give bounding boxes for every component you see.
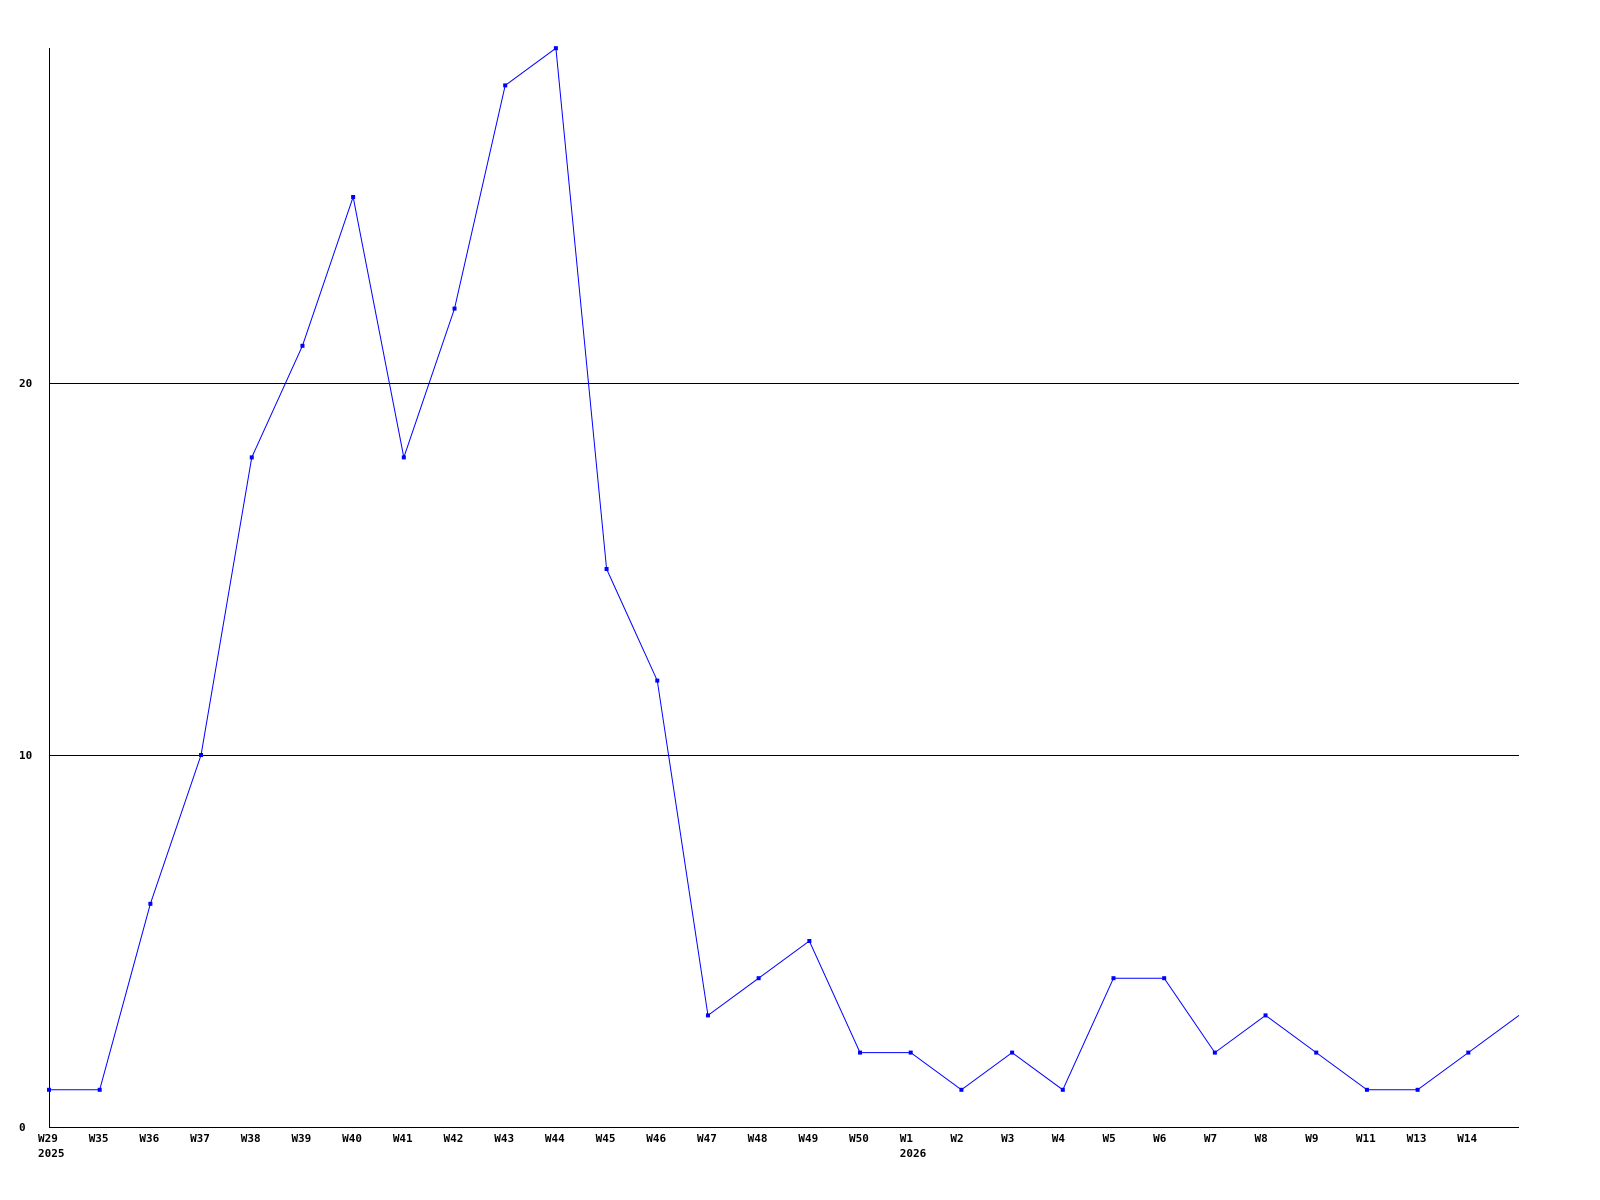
data-point: [553, 46, 558, 51]
data-point: [655, 678, 660, 683]
data-point: [249, 455, 254, 460]
data-point: [858, 1050, 863, 1055]
x-tick-label: W40: [342, 1132, 362, 1145]
x-tick-label: W4: [1052, 1132, 1066, 1145]
data-point: [1314, 1050, 1319, 1055]
data-point: [47, 1087, 51, 1092]
y-tick-label: 20: [19, 377, 32, 390]
x-tick-label: W6: [1153, 1132, 1167, 1145]
data-point: [300, 343, 305, 348]
data-point: [452, 306, 457, 311]
x-tick-label: W38: [241, 1132, 261, 1145]
x-tick-label: W35: [89, 1132, 109, 1145]
series-line: [49, 47, 1520, 1091]
x-tick-label: W1: [900, 1132, 914, 1145]
data-point: [1111, 976, 1116, 981]
x-tick-label: W37: [190, 1132, 210, 1145]
year-label: 2026: [900, 1147, 927, 1160]
x-tick-label: W49: [798, 1132, 818, 1145]
x-tick-label: W50: [849, 1132, 869, 1145]
x-tick-label: W2: [950, 1132, 963, 1145]
x-tick-label: W42: [444, 1132, 464, 1145]
data-point: [1010, 1050, 1015, 1055]
data-point: [401, 455, 406, 460]
data-point: [1415, 1087, 1420, 1092]
x-tick-label: W43: [494, 1132, 514, 1145]
x-tick-label: W9: [1305, 1132, 1318, 1145]
data-point: [1263, 1013, 1268, 1018]
x-tick-label: W5: [1102, 1132, 1115, 1145]
data-point: [1060, 1087, 1065, 1092]
x-tick-label: W45: [596, 1132, 616, 1145]
data-point: [1364, 1087, 1369, 1092]
data-point: [503, 83, 508, 88]
data-point: [1162, 976, 1167, 981]
data-point: [604, 567, 609, 571]
x-tick-label: W29: [38, 1132, 58, 1145]
x-tick-label: W8: [1255, 1132, 1268, 1145]
data-point: [1466, 1050, 1471, 1055]
y-tick-label: 10: [19, 749, 32, 762]
x-tick-label: W44: [545, 1132, 565, 1145]
x-tick-label: W46: [646, 1132, 666, 1145]
x-tick-label: W36: [139, 1132, 159, 1145]
x-tick-label: W3: [1001, 1132, 1014, 1145]
data-point: [807, 939, 812, 943]
x-tick-label: W14: [1457, 1132, 1477, 1145]
x-tick-label: W48: [748, 1132, 768, 1145]
x-tick-label: W39: [291, 1132, 311, 1145]
data-point: [351, 195, 356, 199]
x-tick-label: W7: [1204, 1132, 1217, 1145]
data-point: [908, 1050, 913, 1055]
data-point: [148, 901, 153, 906]
data-point: [705, 1013, 710, 1018]
y-tick-label: 0: [19, 1121, 26, 1134]
x-tick-label: W13: [1407, 1132, 1427, 1145]
data-point: [199, 753, 204, 757]
data-point: [959, 1087, 964, 1092]
x-tick-label: W41: [393, 1132, 413, 1145]
data-point: [756, 976, 761, 981]
year-label: 2025: [38, 1147, 65, 1160]
x-tick-label: W47: [697, 1132, 717, 1145]
x-tick-label: W11: [1356, 1132, 1376, 1145]
data-point: [1212, 1050, 1217, 1055]
data-point: [97, 1087, 102, 1092]
